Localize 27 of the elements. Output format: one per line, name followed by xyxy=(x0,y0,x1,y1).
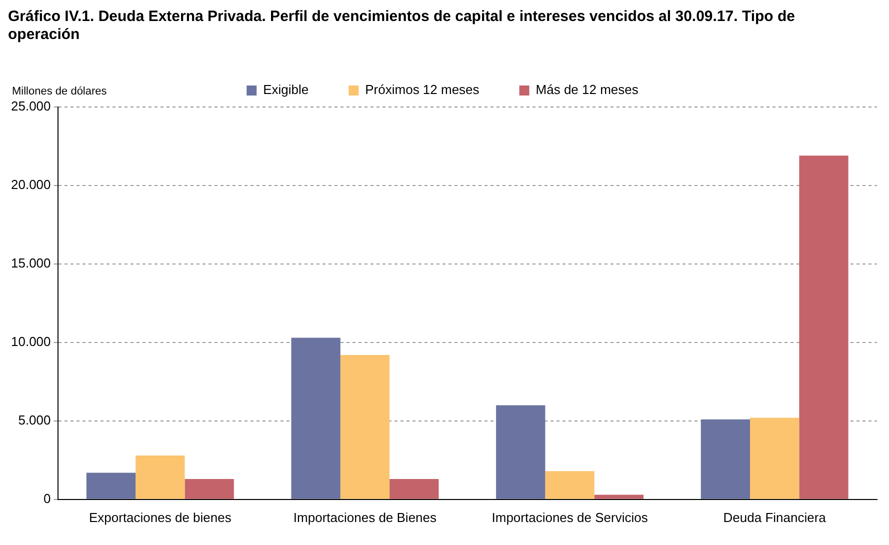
y-tick-label: 25.000 xyxy=(10,98,51,114)
y-tick-label: 5.000 xyxy=(18,412,51,428)
bar xyxy=(700,419,750,499)
x-tick-label: Importaciones de Bienes xyxy=(293,510,438,525)
x-tick-label: Exportaciones de bienes xyxy=(88,510,232,525)
bar xyxy=(340,354,390,499)
bar xyxy=(545,471,594,499)
bar xyxy=(136,455,185,499)
bar xyxy=(750,418,800,499)
legend-label: Próximos 12 meses xyxy=(365,82,480,98)
x-tick-label: Importaciones de Servicios xyxy=(492,510,648,525)
legend-label: Más de 12 meses xyxy=(536,82,639,98)
y-tick-label: 15.000 xyxy=(10,256,51,271)
chart-title: Gráfico IV.1. Deuda Externa Privada. Perfil de vencimientos de capital e intereses vencidos al 30.09.17. Tipo de operación xyxy=(8,8,796,44)
bar xyxy=(496,405,546,499)
y-tick-label: 10.000 xyxy=(10,334,51,350)
bar xyxy=(184,478,234,499)
bar xyxy=(390,478,439,499)
bar xyxy=(86,472,136,499)
bar xyxy=(291,338,340,499)
legend-label: Exigible xyxy=(263,82,309,98)
x-tick-label: Deuda Financiera xyxy=(723,510,827,525)
bar xyxy=(594,494,644,499)
y-tick-label: 20.000 xyxy=(10,177,51,192)
y-tick-label: 0 xyxy=(44,490,51,506)
y-axis-title: Millones de dólares xyxy=(12,86,108,98)
bar xyxy=(799,156,848,499)
